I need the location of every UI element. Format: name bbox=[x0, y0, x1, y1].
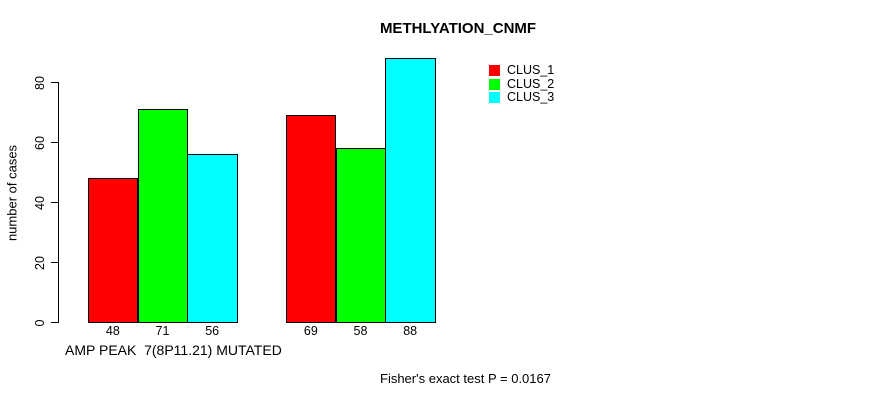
fisher-test-text: Fisher's exact test P = 0.0167 bbox=[380, 371, 551, 386]
bar-value-label: 71 bbox=[155, 324, 170, 338]
bar-clus_1-group-2 bbox=[286, 115, 337, 323]
bar-value-label: 48 bbox=[105, 324, 120, 338]
legend-item: CLUS_2 bbox=[489, 76, 555, 91]
legend-swatch bbox=[489, 78, 500, 90]
y-axis-line bbox=[58, 82, 59, 323]
bar-value-label: 88 bbox=[403, 324, 418, 338]
legend-item: CLUS_1 bbox=[489, 63, 555, 77]
bar-clus_3-group-2 bbox=[385, 58, 436, 323]
legend-label: CLUS_3 bbox=[507, 90, 555, 104]
y-tick bbox=[51, 202, 58, 203]
bar-value-label: 69 bbox=[303, 324, 318, 338]
legend: CLUS_1 CLUS_2 CLUS_3 bbox=[489, 63, 555, 106]
y-tick bbox=[51, 82, 58, 83]
bar-clus_2-group-1 bbox=[137, 109, 188, 323]
y-tick-label: 20 bbox=[33, 255, 47, 270]
legend-label: CLUS_2 bbox=[507, 76, 555, 91]
legend-swatch bbox=[489, 65, 500, 76]
y-tick-label: 40 bbox=[33, 195, 47, 210]
legend-item: CLUS_3 bbox=[489, 90, 555, 104]
y-tick bbox=[51, 322, 58, 323]
legend-swatch bbox=[489, 92, 500, 103]
y-tick bbox=[51, 262, 58, 263]
bar-clus_1-group-1 bbox=[88, 178, 139, 323]
bar-clus_2-group-2 bbox=[335, 148, 386, 323]
y-tick-label: 60 bbox=[33, 135, 47, 150]
y-tick-label: 0 bbox=[33, 319, 47, 326]
bar-clus_3-group-1 bbox=[187, 154, 238, 323]
chart-title: METHLYATION_CNMF bbox=[379, 20, 537, 37]
y-tick-label: 80 bbox=[33, 75, 47, 90]
x-axis-label: AMP PEAK 7(8P11.21) MUTATED bbox=[65, 342, 282, 358]
y-axis-label: number of cases bbox=[4, 144, 20, 242]
legend-label: CLUS_1 bbox=[507, 63, 555, 77]
bar-value-label: 58 bbox=[353, 324, 368, 338]
bar-value-label: 56 bbox=[205, 324, 220, 338]
y-tick bbox=[51, 142, 58, 143]
